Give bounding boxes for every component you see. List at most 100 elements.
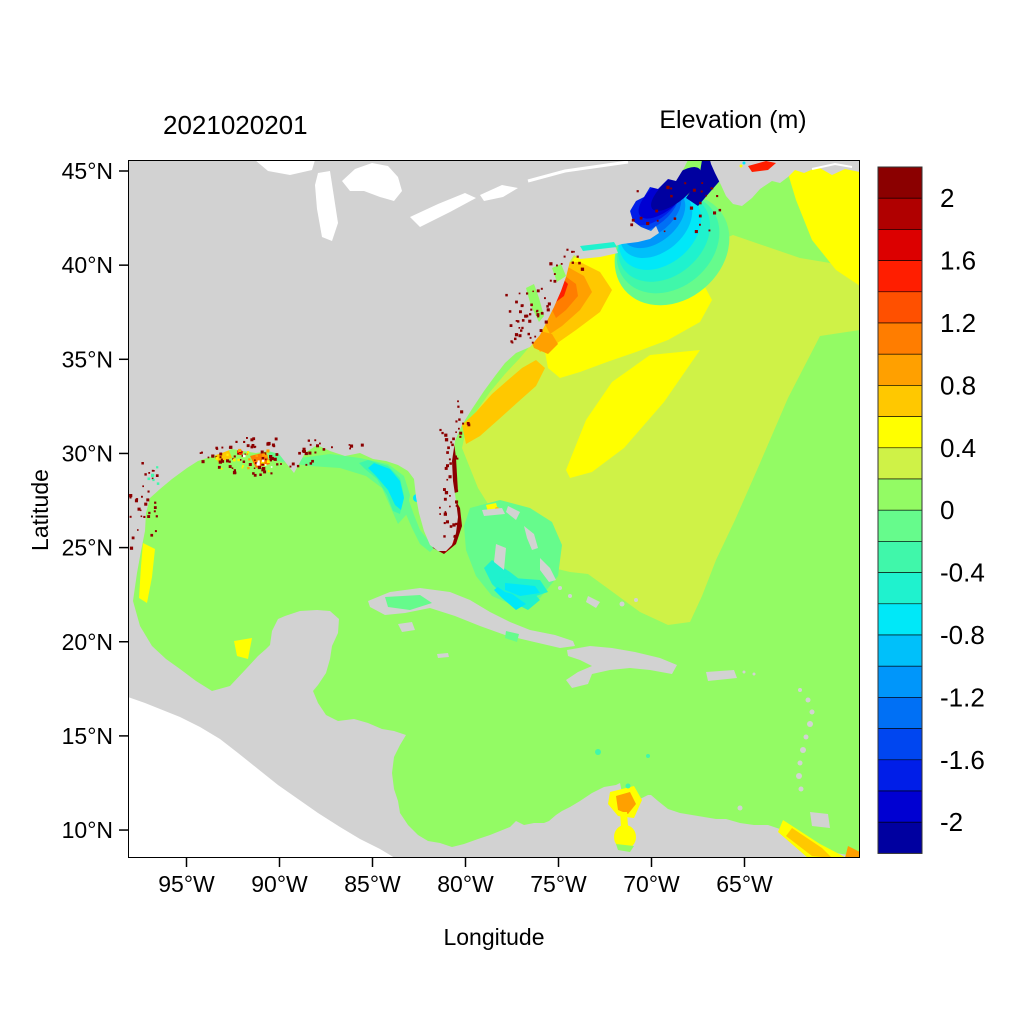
speckle (452, 437, 455, 441)
speckle (460, 410, 463, 413)
speckle (556, 264, 558, 267)
speckle (443, 512, 447, 516)
speckle (718, 208, 722, 212)
speckles-mississippi-sound-speckles (276, 450, 314, 468)
speckle (301, 450, 305, 453)
speckle (237, 458, 240, 462)
speckle (699, 201, 702, 205)
speckle (447, 446, 450, 450)
speckle (207, 456, 210, 459)
speckle (261, 460, 265, 464)
speckle (451, 443, 454, 447)
speckle (708, 229, 711, 232)
colorbar-segment (877, 790, 923, 823)
speckle (226, 453, 229, 456)
speckle (144, 502, 148, 506)
speckle (232, 458, 236, 462)
speckles-texas-teal-speckles (147, 466, 160, 485)
speckle (441, 431, 444, 435)
speckle (248, 463, 252, 466)
lake-superior (255, 160, 315, 175)
speckle (529, 313, 532, 316)
feature-gulf-of-maine-ring-10 (651, 167, 701, 211)
speckle (530, 308, 533, 311)
speckle (217, 465, 221, 469)
speckle (518, 292, 521, 295)
speckle (646, 221, 650, 226)
x-axis-tick-label: 65°W (716, 871, 773, 897)
island-turks-1 (619, 601, 625, 607)
speckle (443, 522, 446, 525)
speckle (276, 463, 279, 466)
speckle (291, 462, 295, 466)
speckle (270, 472, 273, 475)
colorbar-segment (877, 260, 923, 293)
speckle (517, 320, 520, 323)
speckles-delaware-speckles (549, 262, 563, 283)
speckle (267, 470, 270, 473)
speckle (673, 217, 677, 220)
speckle (444, 491, 449, 495)
speckle (546, 308, 550, 312)
feature-trinidad-band-yellow (778, 820, 846, 858)
speckle (211, 454, 215, 458)
speckle (270, 456, 274, 461)
speckle (518, 334, 522, 338)
speckle (360, 443, 364, 447)
speckle (455, 522, 458, 526)
speckle (140, 515, 143, 518)
speckle (228, 460, 231, 463)
speckle (253, 467, 256, 469)
speckle (267, 460, 270, 463)
colorbar-segment (877, 447, 923, 480)
speckle (305, 463, 308, 466)
speckle (455, 505, 458, 507)
colorbar-tick-label: 0.8 (940, 370, 976, 400)
speckle (528, 319, 532, 323)
speckle (269, 458, 272, 460)
speckle (232, 471, 237, 475)
speckle (549, 279, 552, 282)
y-axis-tick-label: 25°N (62, 535, 113, 561)
feature-caribbean-teal-speck-3 (646, 754, 650, 758)
speckle (539, 329, 543, 332)
speckle (296, 464, 300, 468)
speckles-delta-orange-speckles (238, 448, 270, 470)
feature-lake-maracaibo-green-fringe (616, 844, 634, 852)
speckle (308, 451, 312, 455)
colorbar-segment (877, 197, 923, 230)
speckle (201, 451, 203, 454)
speckle (631, 218, 635, 222)
speckle (248, 458, 251, 461)
speckle (274, 437, 278, 441)
gulf-st-lawrence-channel (811, 162, 853, 170)
colorbar-segment (877, 634, 923, 667)
speckle (261, 457, 265, 460)
speckle (140, 509, 142, 512)
speckle (272, 444, 276, 448)
speckle (537, 315, 540, 318)
lake-ontario (480, 185, 518, 201)
speckle (571, 261, 574, 264)
feature-caribbean-teal-speck-2 (625, 783, 631, 789)
x-axis-tick-label: 85°W (344, 871, 401, 897)
speckle (566, 248, 569, 251)
speckle (534, 335, 537, 338)
island-abaco (506, 506, 520, 520)
feature-map-edge-orange (845, 846, 860, 858)
speckle (254, 459, 256, 461)
colorbar-tick-label: -0.4 (940, 558, 985, 588)
speckle (151, 477, 154, 480)
speckle (508, 310, 512, 313)
colorbar-tick-label: -1.2 (940, 682, 985, 712)
speckle (220, 467, 223, 470)
y-axis-tick-label: 15°N (62, 723, 113, 749)
speckle (269, 458, 272, 462)
speckle (630, 223, 634, 227)
speckle (256, 462, 260, 466)
island-antilles-9 (798, 786, 804, 792)
feature-maracaibo-channel-yellow (620, 812, 628, 826)
speckle (218, 460, 222, 464)
speckle (147, 515, 151, 518)
colorbar-segment (877, 416, 923, 449)
